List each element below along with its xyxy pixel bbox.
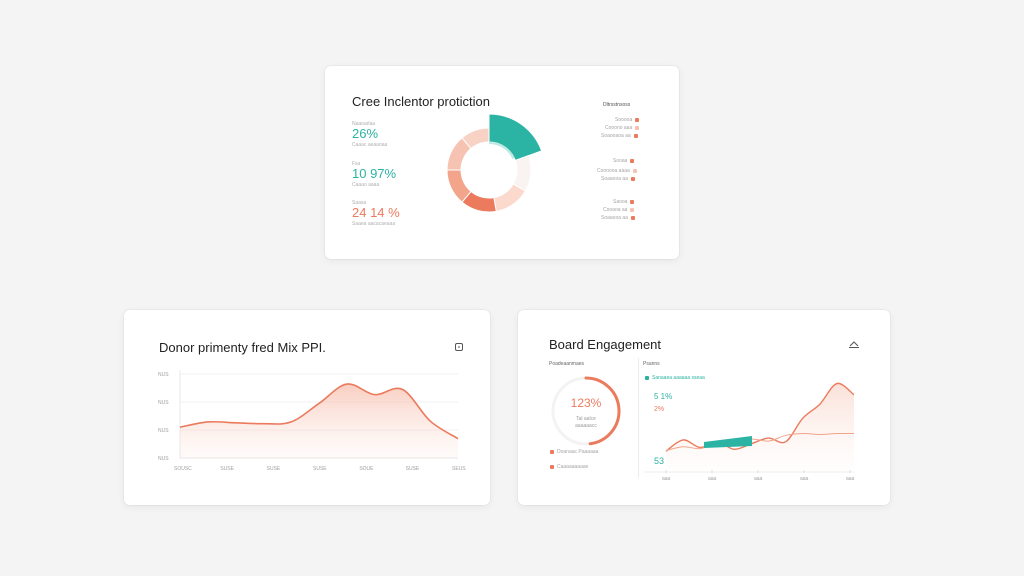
stat-value: 24 14 % (352, 205, 400, 220)
gauge-arc (584, 376, 621, 446)
board-engagement-card: Board Engagement Poadeaanmaes 123% Tal a… (518, 310, 890, 505)
trend-badge: 53 (654, 456, 665, 466)
stat-sub: Caaao aaaa (352, 182, 380, 188)
series-line (179, 383, 459, 440)
legend-title: Dltrsstnsoss (603, 102, 631, 108)
legend-item: Sooooa (615, 117, 640, 123)
trend-chart: aaa aaa aaa aaa aaa (644, 382, 855, 482)
gauge-sub: Tal aalce (576, 416, 596, 422)
stat-value: 10 97% (352, 166, 397, 181)
highlight-bar (704, 436, 752, 448)
legend-item: Soaooaoa aa (601, 133, 638, 139)
trend-badge: 5 1% (654, 392, 673, 401)
x-tick-label: aaa (754, 476, 763, 482)
trend-area (666, 383, 854, 470)
collapse-icon[interactable] (848, 339, 860, 349)
export-icon[interactable] (454, 342, 464, 352)
stat-sub: Caaac aeaaoaa (352, 142, 388, 148)
donut-slice-peach-top (461, 127, 490, 150)
gauge-value: 123% (570, 396, 602, 410)
x-tick-label: SUSE (406, 466, 420, 472)
legend-item: Saooa (613, 199, 635, 205)
donor-retention-card: Cree Inclentor protiction Naaoarlaa 26% … (325, 66, 679, 259)
trend-legend: Sanaaea aaaaaa sseaa (645, 375, 705, 381)
divider (638, 358, 639, 478)
x-tick-label: SUSE (313, 466, 327, 472)
card-title: Cree Inclentor protiction (352, 94, 491, 109)
x-tick-label: SOUSC (174, 466, 192, 472)
x-tick-label: SOUE (359, 466, 374, 472)
trend-header: Psanns (643, 361, 660, 367)
x-tick-label: aaa (800, 476, 809, 482)
y-tick-label: NUS (158, 428, 169, 434)
y-tick-label: NUS (158, 372, 169, 378)
gauge-header: Poadeaanmaes (549, 361, 585, 367)
trend-series-line (665, 432, 855, 451)
donor-trend-card: Donor primenty fred Mix PPI. NUS NUS NUS NU… (124, 310, 490, 505)
x-tick-label: SEUS (452, 466, 466, 472)
gauge-chart (551, 376, 621, 446)
x-tick-label: aaa (708, 476, 717, 482)
gauge-sub: aaaaaacc (575, 423, 597, 429)
stat-label: Fsa (352, 161, 361, 167)
legend-item: Soaaooa aa (601, 215, 635, 221)
legend-item: Cooaoa aa (603, 207, 635, 213)
x-tick-label: SUSE (267, 466, 281, 472)
x-tick-label: aaa (846, 476, 855, 482)
stat-label: Naaoarlaa (352, 121, 376, 127)
donut-hole (463, 144, 515, 196)
x-tick-label: aaa (662, 476, 671, 482)
stat-label: Saasa (352, 200, 367, 206)
gauge-legend-item: Doanaac Paaaaaa (550, 449, 598, 455)
legend-item: Sooaa (613, 158, 635, 164)
trend-badge: 2% (654, 406, 665, 413)
donut-chart (446, 113, 543, 213)
x-tick-label: SUSE (220, 466, 234, 472)
stat-value: 26% (352, 126, 379, 141)
card-title: Board Engagement (549, 337, 662, 352)
stat-sub: Saaea aacacaeaaa (352, 221, 396, 227)
legend-item: Cooono aaa (605, 125, 640, 131)
y-tick-label: NUS (158, 456, 169, 462)
legend-item: Soaaooa aa (601, 176, 635, 182)
area-chart: NUS NUS NUS NUS SOUSC SUSE SUSE SUSE SOUE SUSE SE… (158, 370, 466, 472)
y-tick-label: NUS (158, 400, 169, 406)
area-fill (180, 383, 458, 458)
legend-item: Coooooa aaaa (597, 168, 637, 174)
gauge-legend-item: Caaaaaaaaae (550, 464, 588, 470)
card-title: Donor primenty fred Mix PPI. (159, 340, 326, 355)
